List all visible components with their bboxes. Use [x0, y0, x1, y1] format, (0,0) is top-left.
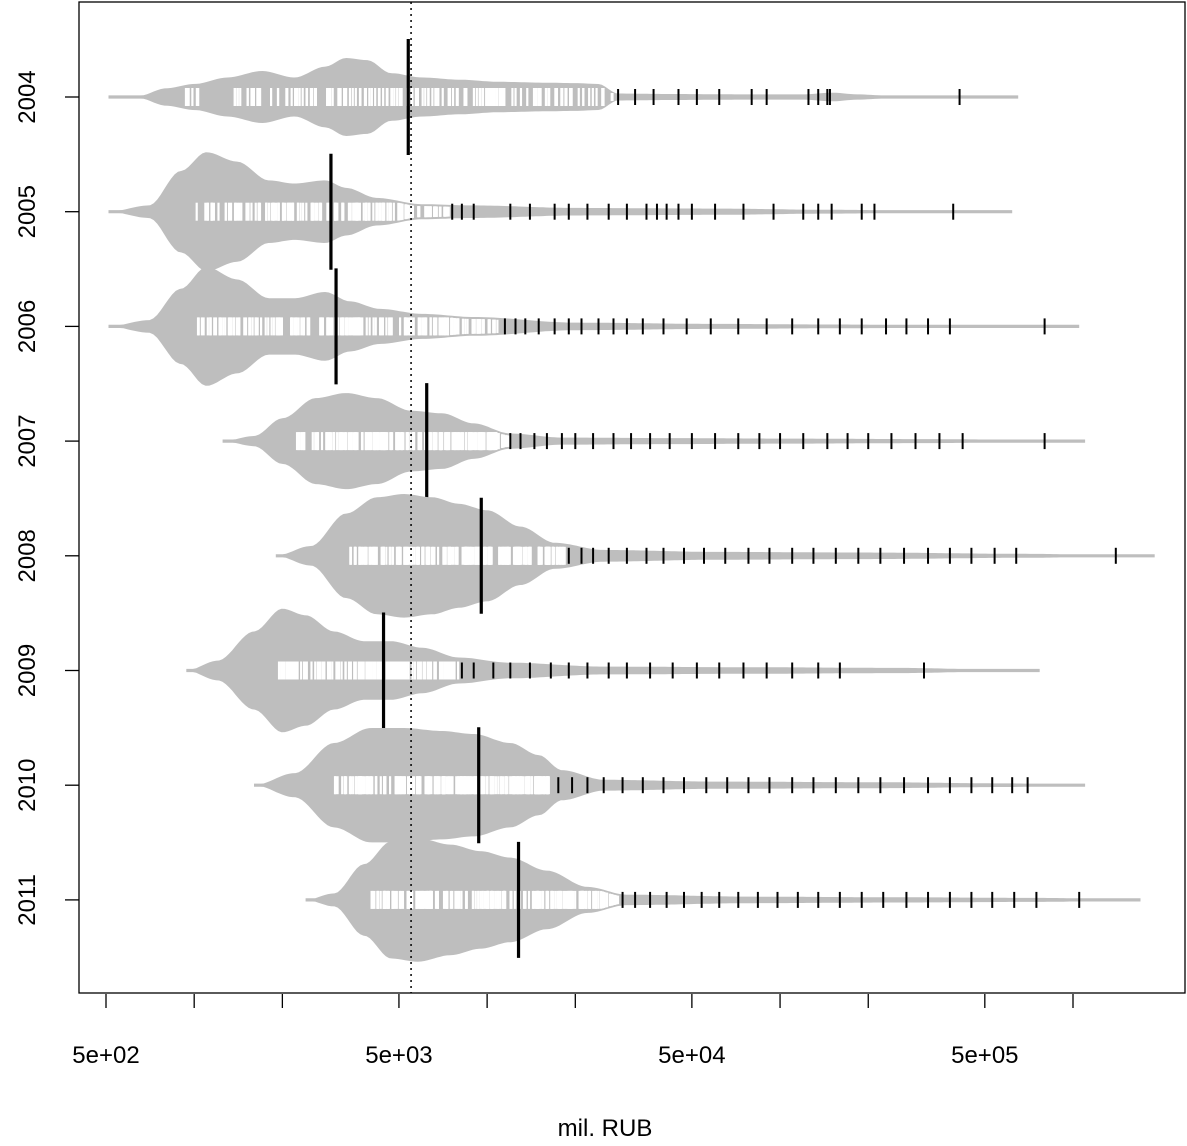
rug-outside-2009	[460, 662, 926, 679]
y-tick-label: 2004	[14, 70, 41, 123]
violin-body-2010	[254, 728, 1086, 843]
rug-inside-2006	[196, 317, 499, 336]
rug-inside-2010	[333, 776, 550, 795]
rug-outside-2011	[621, 891, 1081, 908]
violin-body-2006	[108, 267, 1080, 386]
y-tick-label: 2007	[14, 414, 41, 467]
violin-body-2007	[222, 393, 1086, 490]
rug-outside-2007	[509, 433, 1046, 450]
y-tick-label: 2011	[14, 874, 41, 926]
violin-2007	[222, 383, 1086, 500]
rug-inside-2011	[370, 890, 620, 909]
violin-2008	[275, 494, 1155, 618]
violin-2010	[254, 727, 1086, 844]
violins-layer	[108, 39, 1155, 962]
y-axis: 2004 2005 2006 2007 2008 2009 2010 2011	[14, 70, 79, 926]
rug-inside-2009	[277, 661, 460, 680]
rug-outside-2005	[451, 203, 955, 220]
x-tick-label: 5e+05	[951, 1042, 1018, 1069]
rug-inside-2008	[349, 546, 566, 565]
plot-frame	[78, 1, 1186, 994]
x-tick-label: 5e+03	[365, 1042, 432, 1069]
y-tick-label: 2005	[14, 185, 41, 238]
y-tick-label: 2010	[14, 759, 41, 812]
rug-inside-2007	[295, 432, 512, 451]
x-tick-label: 5e+04	[658, 1042, 725, 1069]
violin-2006	[108, 267, 1080, 386]
violin-2011	[305, 838, 1141, 962]
y-tick-label: 2006	[14, 300, 41, 353]
violin-2004	[108, 39, 1019, 155]
violin-2009	[186, 608, 1040, 733]
rug-outside-2010	[557, 777, 1029, 794]
violin-body-2011	[305, 838, 1141, 962]
x-axis: 5e+02 5e+03 5e+04 5e+05	[72, 994, 1074, 1069]
violin-2005	[108, 152, 1013, 272]
rug-outside-2004	[617, 89, 961, 105]
violin-body-2009	[186, 608, 1040, 733]
rug-outside-2006	[503, 318, 1046, 335]
x-axis-title: mil. RUB	[558, 1115, 653, 1142]
y-tick-label: 2009	[14, 644, 41, 697]
x-tick-label: 5e+02	[72, 1042, 139, 1069]
y-tick-label: 2008	[14, 529, 41, 582]
violin-body-2005	[108, 152, 1013, 272]
rug-outside-2008	[567, 547, 1117, 564]
rug-inside-2005	[195, 202, 450, 221]
violin-body-2008	[275, 494, 1155, 618]
